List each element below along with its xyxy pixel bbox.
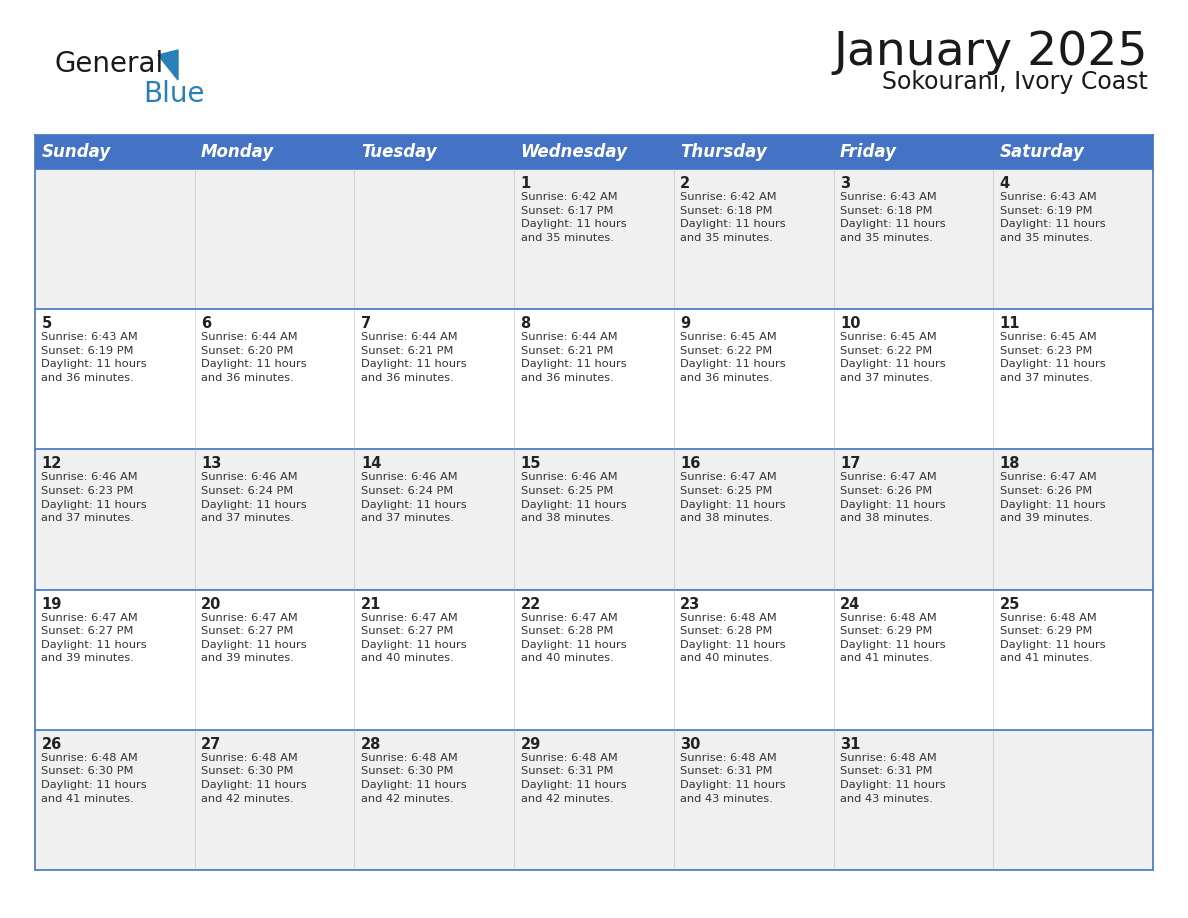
Text: 12: 12 bbox=[42, 456, 62, 472]
Bar bbox=[993, 135, 1154, 169]
Bar bbox=[34, 450, 1154, 589]
Text: Monday: Monday bbox=[201, 143, 274, 161]
Text: Sunrise: 6:43 AM
Sunset: 6:19 PM
Daylight: 11 hours
and 35 minutes.: Sunrise: 6:43 AM Sunset: 6:19 PM Dayligh… bbox=[999, 192, 1105, 242]
Text: Sunrise: 6:43 AM
Sunset: 6:18 PM
Daylight: 11 hours
and 35 minutes.: Sunrise: 6:43 AM Sunset: 6:18 PM Dayligh… bbox=[840, 192, 946, 242]
Bar bbox=[674, 135, 834, 169]
Text: Sunrise: 6:48 AM
Sunset: 6:30 PM
Daylight: 11 hours
and 42 minutes.: Sunrise: 6:48 AM Sunset: 6:30 PM Dayligh… bbox=[361, 753, 467, 803]
Text: 3: 3 bbox=[840, 176, 851, 191]
Text: Sunrise: 6:45 AM
Sunset: 6:22 PM
Daylight: 11 hours
and 37 minutes.: Sunrise: 6:45 AM Sunset: 6:22 PM Dayligh… bbox=[840, 332, 946, 383]
Text: 14: 14 bbox=[361, 456, 381, 472]
Text: 4: 4 bbox=[999, 176, 1010, 191]
Text: Sunrise: 6:48 AM
Sunset: 6:30 PM
Daylight: 11 hours
and 41 minutes.: Sunrise: 6:48 AM Sunset: 6:30 PM Dayligh… bbox=[42, 753, 147, 803]
Text: Sunrise: 6:48 AM
Sunset: 6:31 PM
Daylight: 11 hours
and 43 minutes.: Sunrise: 6:48 AM Sunset: 6:31 PM Dayligh… bbox=[840, 753, 946, 803]
Text: 22: 22 bbox=[520, 597, 541, 611]
Text: Sunrise: 6:47 AM
Sunset: 6:26 PM
Daylight: 11 hours
and 38 minutes.: Sunrise: 6:47 AM Sunset: 6:26 PM Dayligh… bbox=[840, 473, 946, 523]
Text: 30: 30 bbox=[681, 737, 701, 752]
Bar bbox=[34, 589, 1154, 730]
Text: Sunrise: 6:47 AM
Sunset: 6:26 PM
Daylight: 11 hours
and 39 minutes.: Sunrise: 6:47 AM Sunset: 6:26 PM Dayligh… bbox=[999, 473, 1105, 523]
Bar bbox=[34, 309, 1154, 450]
Bar bbox=[354, 135, 514, 169]
Text: Sunrise: 6:47 AM
Sunset: 6:27 PM
Daylight: 11 hours
and 40 minutes.: Sunrise: 6:47 AM Sunset: 6:27 PM Dayligh… bbox=[361, 612, 467, 664]
Text: 28: 28 bbox=[361, 737, 381, 752]
Text: Blue: Blue bbox=[143, 80, 204, 108]
Text: Sunrise: 6:47 AM
Sunset: 6:25 PM
Daylight: 11 hours
and 38 minutes.: Sunrise: 6:47 AM Sunset: 6:25 PM Dayligh… bbox=[681, 473, 786, 523]
Text: General: General bbox=[55, 50, 164, 78]
Text: Sunrise: 6:48 AM
Sunset: 6:29 PM
Daylight: 11 hours
and 41 minutes.: Sunrise: 6:48 AM Sunset: 6:29 PM Dayligh… bbox=[840, 612, 946, 664]
Text: Sunrise: 6:47 AM
Sunset: 6:27 PM
Daylight: 11 hours
and 39 minutes.: Sunrise: 6:47 AM Sunset: 6:27 PM Dayligh… bbox=[42, 612, 147, 664]
Bar bbox=[34, 730, 1154, 870]
Text: Sunrise: 6:45 AM
Sunset: 6:23 PM
Daylight: 11 hours
and 37 minutes.: Sunrise: 6:45 AM Sunset: 6:23 PM Dayligh… bbox=[999, 332, 1105, 383]
Text: 18: 18 bbox=[999, 456, 1020, 472]
Text: Sunrise: 6:46 AM
Sunset: 6:24 PM
Daylight: 11 hours
and 37 minutes.: Sunrise: 6:46 AM Sunset: 6:24 PM Dayligh… bbox=[201, 473, 307, 523]
Text: Sunrise: 6:48 AM
Sunset: 6:28 PM
Daylight: 11 hours
and 40 minutes.: Sunrise: 6:48 AM Sunset: 6:28 PM Dayligh… bbox=[681, 612, 786, 664]
Text: Sunrise: 6:45 AM
Sunset: 6:22 PM
Daylight: 11 hours
and 36 minutes.: Sunrise: 6:45 AM Sunset: 6:22 PM Dayligh… bbox=[681, 332, 786, 383]
Text: Sokourani, Ivory Coast: Sokourani, Ivory Coast bbox=[883, 70, 1148, 94]
Text: 29: 29 bbox=[520, 737, 541, 752]
Text: 23: 23 bbox=[681, 597, 701, 611]
Text: Wednesday: Wednesday bbox=[520, 143, 627, 161]
Text: 10: 10 bbox=[840, 316, 860, 331]
Text: 21: 21 bbox=[361, 597, 381, 611]
Text: Sunrise: 6:46 AM
Sunset: 6:23 PM
Daylight: 11 hours
and 37 minutes.: Sunrise: 6:46 AM Sunset: 6:23 PM Dayligh… bbox=[42, 473, 147, 523]
Text: 2: 2 bbox=[681, 176, 690, 191]
Text: Sunrise: 6:48 AM
Sunset: 6:31 PM
Daylight: 11 hours
and 43 minutes.: Sunrise: 6:48 AM Sunset: 6:31 PM Dayligh… bbox=[681, 753, 786, 803]
Text: 7: 7 bbox=[361, 316, 371, 331]
Bar bbox=[195, 135, 354, 169]
Text: Sunrise: 6:44 AM
Sunset: 6:21 PM
Daylight: 11 hours
and 36 minutes.: Sunrise: 6:44 AM Sunset: 6:21 PM Dayligh… bbox=[361, 332, 467, 383]
Text: Thursday: Thursday bbox=[681, 143, 767, 161]
Text: Sunrise: 6:43 AM
Sunset: 6:19 PM
Daylight: 11 hours
and 36 minutes.: Sunrise: 6:43 AM Sunset: 6:19 PM Dayligh… bbox=[42, 332, 147, 383]
Text: January 2025: January 2025 bbox=[834, 30, 1148, 75]
Text: 9: 9 bbox=[681, 316, 690, 331]
Text: 19: 19 bbox=[42, 597, 62, 611]
Text: 16: 16 bbox=[681, 456, 701, 472]
Text: Sunrise: 6:48 AM
Sunset: 6:30 PM
Daylight: 11 hours
and 42 minutes.: Sunrise: 6:48 AM Sunset: 6:30 PM Dayligh… bbox=[201, 753, 307, 803]
Text: Sunrise: 6:42 AM
Sunset: 6:18 PM
Daylight: 11 hours
and 35 minutes.: Sunrise: 6:42 AM Sunset: 6:18 PM Dayligh… bbox=[681, 192, 786, 242]
Text: 11: 11 bbox=[999, 316, 1020, 331]
Text: 5: 5 bbox=[42, 316, 51, 331]
Text: Sunrise: 6:48 AM
Sunset: 6:29 PM
Daylight: 11 hours
and 41 minutes.: Sunrise: 6:48 AM Sunset: 6:29 PM Dayligh… bbox=[999, 612, 1105, 664]
Text: 15: 15 bbox=[520, 456, 541, 472]
Text: 8: 8 bbox=[520, 316, 531, 331]
Text: Sunrise: 6:42 AM
Sunset: 6:17 PM
Daylight: 11 hours
and 35 minutes.: Sunrise: 6:42 AM Sunset: 6:17 PM Dayligh… bbox=[520, 192, 626, 242]
Text: Sunrise: 6:46 AM
Sunset: 6:25 PM
Daylight: 11 hours
and 38 minutes.: Sunrise: 6:46 AM Sunset: 6:25 PM Dayligh… bbox=[520, 473, 626, 523]
Bar bbox=[834, 135, 993, 169]
Bar bbox=[34, 169, 1154, 309]
Text: 17: 17 bbox=[840, 456, 860, 472]
Text: Friday: Friday bbox=[840, 143, 897, 161]
Bar bbox=[514, 135, 674, 169]
Text: 26: 26 bbox=[42, 737, 62, 752]
Text: Sunday: Sunday bbox=[42, 143, 110, 161]
Text: 13: 13 bbox=[201, 456, 221, 472]
Text: Sunrise: 6:48 AM
Sunset: 6:31 PM
Daylight: 11 hours
and 42 minutes.: Sunrise: 6:48 AM Sunset: 6:31 PM Dayligh… bbox=[520, 753, 626, 803]
Text: 31: 31 bbox=[840, 737, 860, 752]
Text: Tuesday: Tuesday bbox=[361, 143, 436, 161]
Text: 6: 6 bbox=[201, 316, 211, 331]
Text: Sunrise: 6:46 AM
Sunset: 6:24 PM
Daylight: 11 hours
and 37 minutes.: Sunrise: 6:46 AM Sunset: 6:24 PM Dayligh… bbox=[361, 473, 467, 523]
Text: Sunrise: 6:47 AM
Sunset: 6:28 PM
Daylight: 11 hours
and 40 minutes.: Sunrise: 6:47 AM Sunset: 6:28 PM Dayligh… bbox=[520, 612, 626, 664]
Text: 27: 27 bbox=[201, 737, 221, 752]
Polygon shape bbox=[158, 50, 178, 80]
Text: Sunrise: 6:44 AM
Sunset: 6:20 PM
Daylight: 11 hours
and 36 minutes.: Sunrise: 6:44 AM Sunset: 6:20 PM Dayligh… bbox=[201, 332, 307, 383]
Text: 20: 20 bbox=[201, 597, 221, 611]
Text: 25: 25 bbox=[999, 597, 1020, 611]
Text: 24: 24 bbox=[840, 597, 860, 611]
Text: Sunrise: 6:44 AM
Sunset: 6:21 PM
Daylight: 11 hours
and 36 minutes.: Sunrise: 6:44 AM Sunset: 6:21 PM Dayligh… bbox=[520, 332, 626, 383]
Text: Sunrise: 6:47 AM
Sunset: 6:27 PM
Daylight: 11 hours
and 39 minutes.: Sunrise: 6:47 AM Sunset: 6:27 PM Dayligh… bbox=[201, 612, 307, 664]
Text: 1: 1 bbox=[520, 176, 531, 191]
Bar bbox=[34, 135, 195, 169]
Text: Saturday: Saturday bbox=[999, 143, 1085, 161]
